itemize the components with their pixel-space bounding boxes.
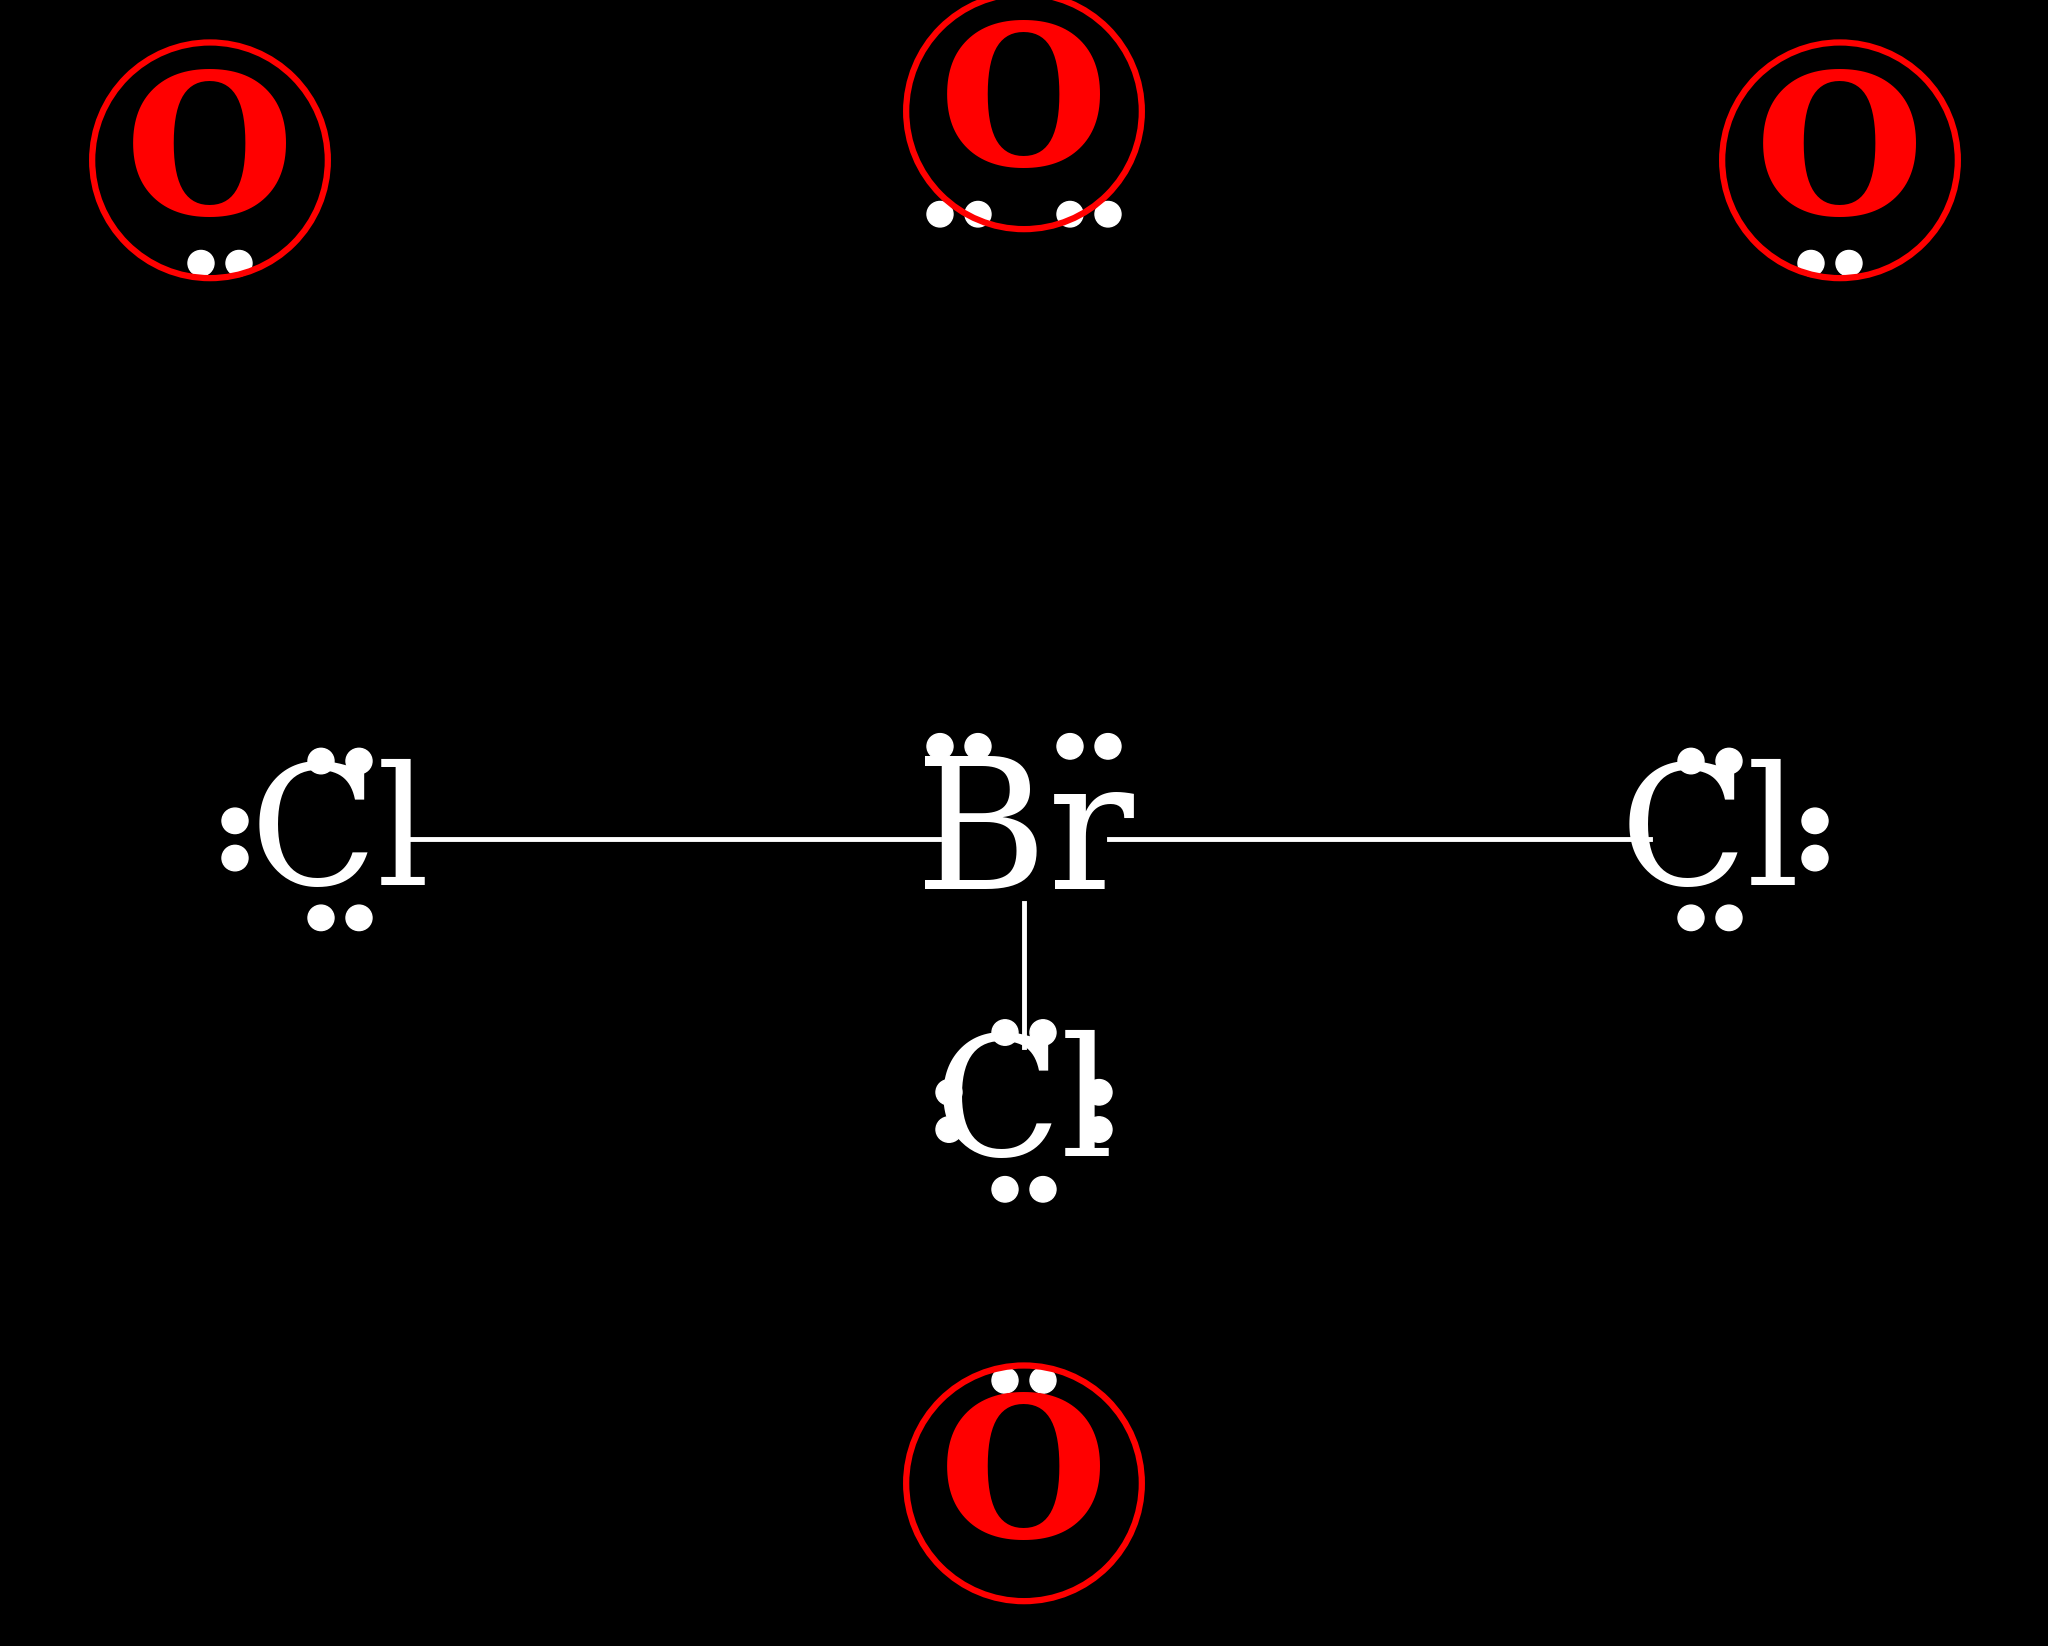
Circle shape xyxy=(225,250,252,277)
Circle shape xyxy=(1057,734,1083,759)
Circle shape xyxy=(1030,1368,1057,1393)
Text: O: O xyxy=(125,66,295,255)
Text: O: O xyxy=(940,1389,1108,1579)
Circle shape xyxy=(965,201,991,227)
Text: Cl: Cl xyxy=(934,1030,1114,1192)
Circle shape xyxy=(1716,749,1743,774)
Circle shape xyxy=(1057,201,1083,227)
Circle shape xyxy=(307,905,334,930)
Circle shape xyxy=(1085,1080,1112,1104)
Text: Cl: Cl xyxy=(250,759,430,920)
Text: O: O xyxy=(1755,66,1925,255)
Circle shape xyxy=(936,1116,963,1142)
Circle shape xyxy=(1030,1177,1057,1202)
Circle shape xyxy=(221,846,248,871)
Circle shape xyxy=(1096,734,1120,759)
Circle shape xyxy=(965,734,991,759)
Text: Cl: Cl xyxy=(1620,759,1800,920)
Circle shape xyxy=(928,734,952,759)
Circle shape xyxy=(188,250,213,277)
Circle shape xyxy=(1716,905,1743,930)
Circle shape xyxy=(1030,1021,1057,1045)
Circle shape xyxy=(1096,201,1120,227)
Circle shape xyxy=(991,1021,1018,1045)
Circle shape xyxy=(1798,250,1825,277)
Circle shape xyxy=(936,1080,963,1104)
Text: Br: Br xyxy=(915,752,1133,927)
Circle shape xyxy=(221,808,248,833)
Circle shape xyxy=(1802,846,1829,871)
Circle shape xyxy=(991,1368,1018,1393)
Text: O: O xyxy=(940,16,1108,206)
Circle shape xyxy=(1835,250,1862,277)
Circle shape xyxy=(346,905,373,930)
Circle shape xyxy=(1085,1116,1112,1142)
Circle shape xyxy=(346,749,373,774)
Circle shape xyxy=(1802,808,1829,833)
Circle shape xyxy=(928,201,952,227)
Circle shape xyxy=(307,749,334,774)
Circle shape xyxy=(1677,749,1704,774)
Circle shape xyxy=(1677,905,1704,930)
Circle shape xyxy=(991,1177,1018,1202)
